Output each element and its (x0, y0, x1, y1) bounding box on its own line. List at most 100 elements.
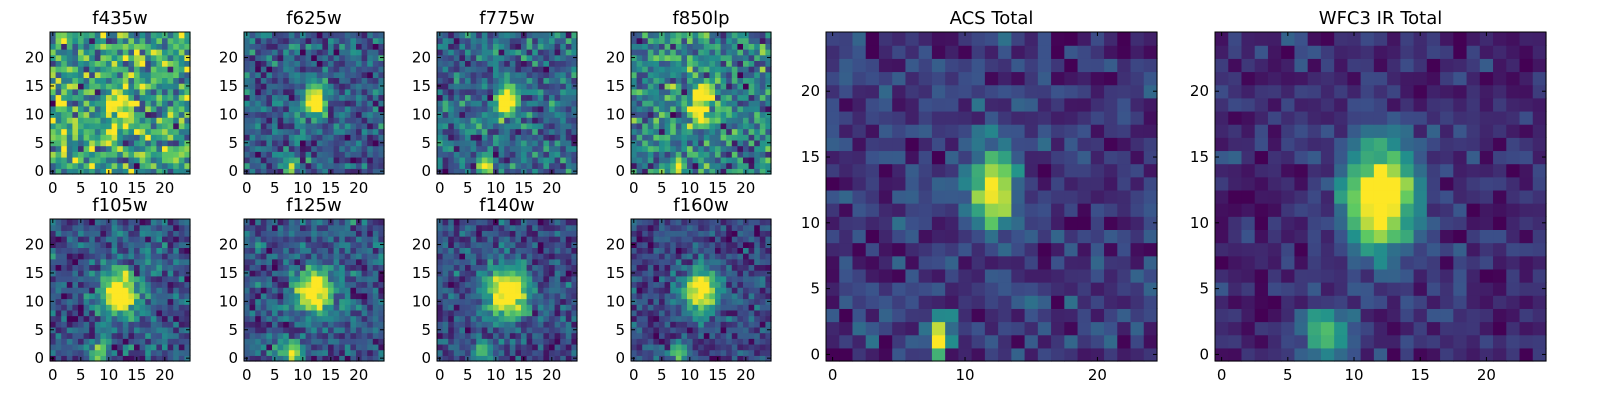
heatmap-cell (66, 117, 73, 124)
heatmap-cell (448, 287, 455, 294)
heatmap-cell (465, 326, 472, 334)
heatmap-cell (288, 77, 295, 84)
heatmap-cell (521, 105, 528, 113)
heatmap-cell (703, 338, 710, 345)
heatmap-cell (322, 100, 329, 107)
heatmap-cell (156, 156, 163, 164)
heatmap-cell (521, 54, 528, 61)
heatmap-cell (549, 83, 556, 90)
heatmap-cell (150, 236, 157, 243)
heatmap-cell (305, 43, 312, 50)
heatmap-cell (378, 32, 385, 39)
heatmap-cell (145, 326, 152, 334)
heatmap-cell (178, 168, 185, 175)
heatmap-cell (565, 275, 572, 283)
heatmap-cell (266, 321, 273, 328)
heatmap-cell (277, 287, 284, 294)
heatmap-cell (481, 298, 488, 305)
heatmap-cell (94, 100, 101, 107)
heatmap-cell (543, 349, 550, 356)
heatmap-cell (543, 156, 550, 164)
heatmap-cell (134, 304, 141, 311)
heatmap-cell (448, 37, 455, 44)
heatmap-cell (288, 105, 295, 113)
heatmap-cell (356, 270, 363, 277)
heatmap-cell (328, 304, 335, 311)
heatmap-cell (305, 77, 312, 84)
heatmap-cell (554, 111, 561, 118)
heatmap-cell (692, 145, 699, 152)
heatmap-cell (61, 304, 68, 311)
heatmap-cell (670, 122, 677, 130)
heatmap-cell (372, 49, 379, 56)
heatmap-cell (350, 66, 357, 73)
heatmap-cell (128, 162, 135, 169)
heatmap-cell (361, 321, 368, 328)
heatmap-cell (698, 168, 705, 175)
heatmap-cell (670, 162, 677, 169)
heatmap-cell (537, 241, 544, 248)
y-tick-label: 15 (219, 264, 238, 282)
heatmap-cell (150, 332, 157, 339)
heatmap-cell (647, 94, 654, 101)
heatmap-cell (356, 88, 363, 96)
heatmap-cell (453, 315, 460, 322)
heatmap-cell (647, 162, 654, 169)
heatmap-cell (277, 43, 284, 50)
heatmap-cell (150, 60, 157, 67)
heatmap-cell (532, 355, 539, 362)
heatmap-cell (493, 292, 500, 300)
heatmap-cell (737, 134, 744, 141)
heatmap-cell (498, 355, 505, 362)
heatmap-cell (720, 54, 727, 61)
heatmap-cell (378, 236, 385, 243)
heatmap-cell (448, 236, 455, 243)
heatmap-cell (111, 111, 118, 118)
heatmap-cell (453, 264, 460, 271)
heatmap-cell (344, 241, 351, 248)
heatmap-cell (372, 100, 379, 107)
heatmap-cell (255, 241, 262, 248)
heatmap-cell (720, 88, 727, 96)
heatmap-cell (532, 111, 539, 118)
heatmap-cell (532, 43, 539, 50)
heatmap-cell (272, 60, 279, 67)
heatmap-cell (720, 145, 727, 152)
heatmap-cell (55, 100, 62, 107)
heatmap-cell (50, 94, 57, 101)
heatmap-cell (244, 247, 251, 254)
heatmap-cell (670, 128, 677, 135)
heatmap-cell (715, 321, 722, 328)
heatmap-cell (350, 100, 357, 107)
heatmap-cell (294, 230, 301, 237)
heatmap-cell (288, 315, 295, 322)
heatmap-cell (698, 326, 705, 334)
heatmap-cell (66, 219, 73, 226)
heatmap-cell (89, 287, 96, 294)
heatmap-cell (78, 134, 85, 141)
heatmap-cell (537, 151, 544, 158)
heatmap-cell (378, 219, 385, 226)
heatmap-cell (128, 32, 135, 39)
heatmap-cell (515, 258, 522, 266)
heatmap-cell (636, 32, 643, 39)
heatmap-cell (162, 270, 169, 277)
heatmap-cell (476, 71, 483, 79)
heatmap-cell (173, 66, 180, 73)
heatmap-cell (100, 32, 107, 39)
heatmap-cell (448, 77, 455, 84)
heatmap-cell (532, 298, 539, 305)
heatmap-cell (526, 139, 533, 147)
heatmap-cell (339, 304, 346, 311)
heatmap-cell (106, 338, 113, 345)
heatmap-cell (173, 349, 180, 356)
heatmap-cell (737, 162, 744, 169)
heatmap-cell (532, 105, 539, 113)
axes-frame (49, 31, 191, 175)
heatmap-cell (743, 122, 750, 130)
heatmap-cell (255, 230, 262, 237)
heatmap-cell (50, 309, 57, 317)
heatmap-cell (681, 139, 688, 147)
heatmap-cell (565, 321, 572, 328)
heatmap-cell (139, 66, 146, 73)
